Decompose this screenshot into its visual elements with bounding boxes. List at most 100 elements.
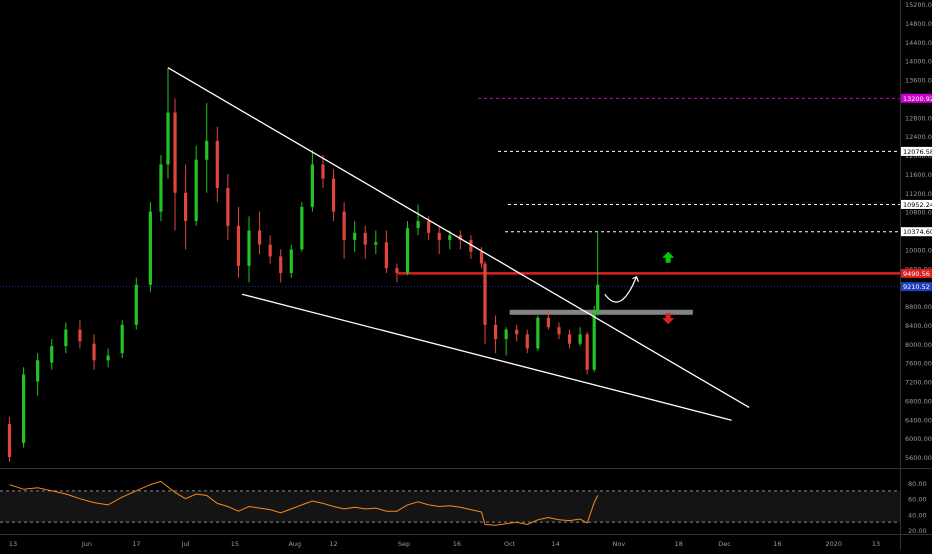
candle-body (92, 344, 95, 361)
candle-body (269, 245, 272, 257)
candle-body (438, 233, 441, 240)
candle-body (279, 256, 282, 273)
time-tick-label: 2020 (825, 540, 842, 548)
candle-body (343, 212, 346, 240)
price-tick-label: 11600.00 (905, 171, 932, 179)
candle-body (568, 334, 571, 343)
price-tick-label: 7200.00 (905, 379, 932, 387)
price-tick-label: 6000.00 (905, 435, 932, 443)
price-tick-label: 8400.00 (905, 322, 932, 330)
time-tick-label: Nov (613, 540, 626, 548)
rsi-tick-label: 20.00 (908, 527, 927, 535)
candle-body (515, 330, 518, 335)
price-label-text: 9490.56 (903, 270, 930, 278)
price-tick-label: 5600.00 (905, 454, 932, 462)
candle-body (237, 226, 240, 266)
time-tick-label: 17 (132, 540, 140, 548)
time-tick-label: 13 (872, 540, 880, 548)
candle-body (586, 334, 589, 369)
candle-body (416, 221, 419, 228)
price-tick-label: 14400.00 (905, 39, 932, 47)
candle-body (311, 164, 314, 206)
candle-body (353, 233, 356, 240)
rsi-tick-label: 40.00 (908, 511, 927, 519)
candle-body (159, 164, 162, 211)
price-tick-label: 7600.00 (905, 360, 932, 368)
price-label-text: 10952.24 (903, 201, 932, 209)
candle-body (406, 228, 409, 273)
candle-body (149, 212, 152, 285)
price-tick-label: 13600.00 (905, 77, 932, 85)
price-tick-label: 6800.00 (905, 397, 932, 405)
candle-body (195, 160, 198, 221)
candle-body (216, 141, 219, 188)
candle-body (22, 374, 25, 442)
rsi-pane (0, 481, 900, 525)
price-axis: 5600.00 6000.00 6400.00 6800.00 7200.00 7600.… (901, 0, 932, 550)
price-tick-label: 12800.00 (905, 114, 932, 122)
price-tick-label: 10800.00 (905, 209, 932, 217)
candle-body (557, 327, 560, 334)
wedge-upper-line (168, 68, 749, 408)
candle-body (395, 268, 398, 273)
price-tick-label: 14800.00 (905, 20, 932, 28)
candle-body (184, 193, 187, 221)
time-tick-label: 13 (9, 540, 17, 548)
candle-body (547, 318, 550, 327)
price-pane (0, 68, 932, 469)
time-tick-label: 16 (453, 540, 461, 548)
candle-body (36, 360, 39, 381)
support-zone (510, 310, 693, 315)
candle-body (505, 330, 508, 339)
candle-body (258, 231, 261, 245)
candle-body (107, 356, 110, 361)
candle-body (78, 330, 81, 342)
rsi-axis: 20.00 40.00 60.00 80.00 (908, 480, 927, 535)
time-tick-label: Sep (398, 540, 410, 548)
price-label-text: 12076.58 (903, 148, 932, 156)
time-tick-label: 14 (551, 540, 559, 548)
price-tick-label: 11200.00 (905, 190, 932, 198)
candle-body (385, 242, 388, 268)
price-tick-label: 14000.00 (905, 58, 932, 66)
candle-body (579, 334, 582, 343)
price-label-text: 9210.52 (903, 283, 930, 291)
rsi-tick-label: 80.00 (908, 480, 927, 488)
candle-body (121, 325, 124, 353)
rsi-band-fill (0, 491, 900, 522)
price-tick-label: 8000.00 (905, 341, 932, 349)
price-tick-label: 6400.00 (905, 416, 932, 424)
candle-body (64, 330, 67, 347)
candle-body (205, 141, 208, 160)
candle-body (448, 235, 451, 240)
time-tick-label: 16 (773, 540, 781, 548)
candle-body (480, 252, 483, 264)
curved-arrow (605, 277, 637, 302)
candle-body (226, 188, 229, 226)
candle-body (596, 285, 599, 313)
candle-body (166, 113, 169, 165)
price-label-text: 10374.60 (903, 228, 932, 236)
rsi-tick-label: 60.00 (908, 496, 927, 504)
price-tick-label: 15200.00 (905, 1, 932, 9)
up-arrow-icon (662, 252, 674, 263)
candle-body (50, 346, 53, 363)
price-tick-label: 8800.00 (905, 303, 932, 311)
time-tick-label: Aug (288, 540, 301, 548)
price-tick-label: 10000.00 (905, 246, 932, 254)
candle-body (364, 233, 367, 245)
time-tick-label: Dec (718, 540, 731, 548)
candle-body (290, 249, 293, 273)
candle-body (8, 424, 11, 457)
time-tick-label: 15 (231, 540, 239, 548)
candle-body (494, 325, 497, 339)
candle-body (374, 242, 377, 244)
time-tick-label: 12 (329, 540, 337, 548)
candle-body (593, 313, 596, 370)
candle-body (483, 264, 486, 325)
candle-body (135, 285, 138, 325)
candle-body (173, 113, 176, 193)
